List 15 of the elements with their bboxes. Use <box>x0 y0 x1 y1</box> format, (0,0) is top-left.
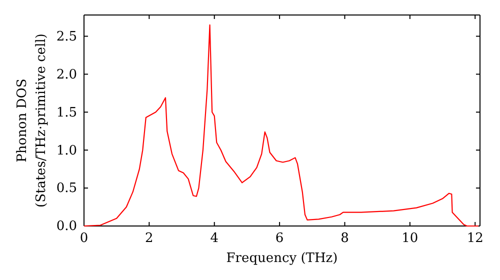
y-tick-label: 2.5 <box>56 29 77 44</box>
x-tick-label: 6 <box>275 231 284 246</box>
y-tick-label: 1.0 <box>56 143 77 158</box>
x-tick-label: 8 <box>340 231 349 246</box>
y-axis-title: Phonon DOS (States/THz·primitive cell) <box>15 33 49 208</box>
y-tick-label: 2.0 <box>56 67 77 82</box>
y-tick-label: 0.5 <box>56 181 77 196</box>
x-tick-label: 4 <box>210 231 219 246</box>
x-tick-label: 12 <box>466 231 484 246</box>
y-tick-label: 1.5 <box>56 105 77 120</box>
x-tick-label: 10 <box>402 231 418 246</box>
x-tick-label: 2 <box>145 231 154 246</box>
x-axis-title: Frequency (THz) <box>226 251 338 266</box>
x-tick-label: 0 <box>80 231 88 246</box>
y-tick-label: 0.0 <box>56 219 77 234</box>
